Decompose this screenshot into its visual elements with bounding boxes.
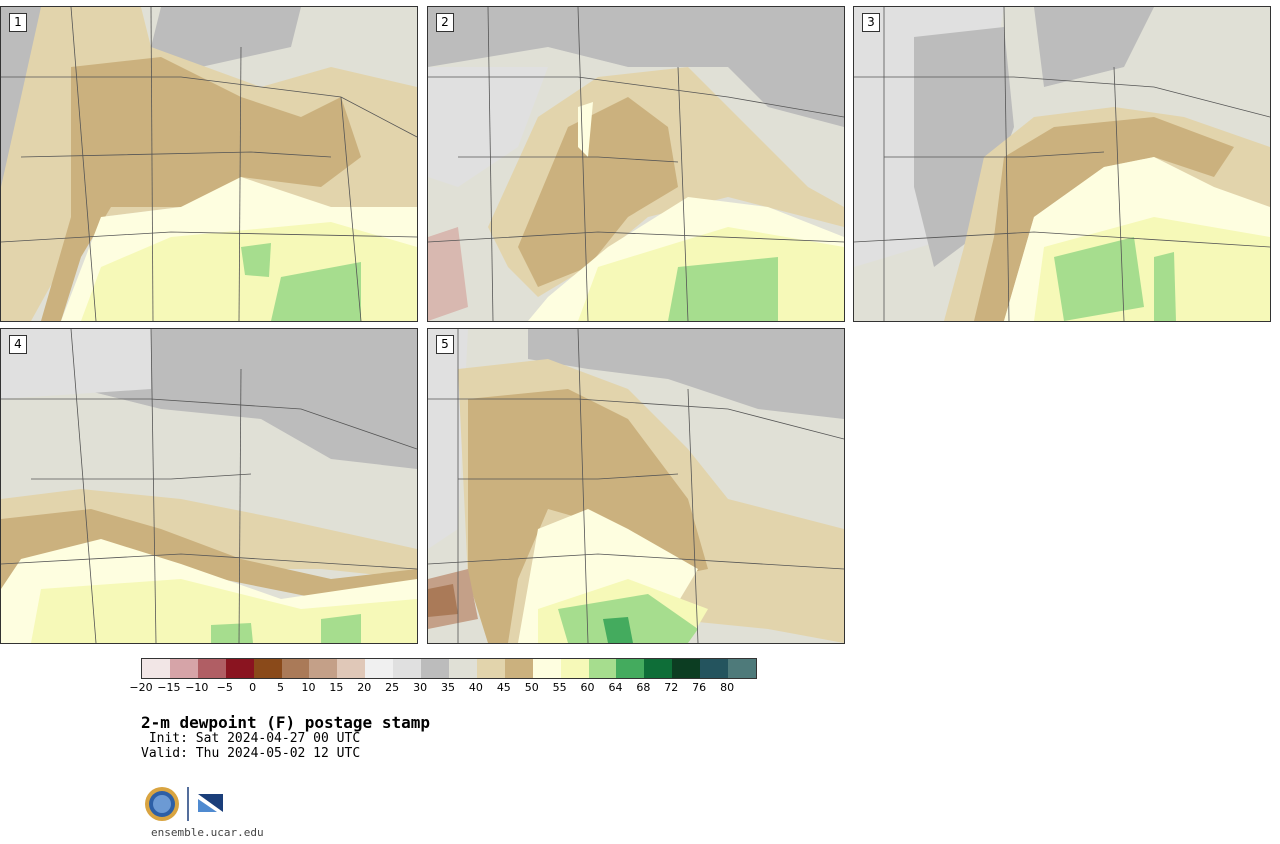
colorbar-swatch [616, 659, 645, 678]
panel-number: 4 [9, 335, 27, 354]
map-panel-2: 2 [427, 6, 845, 322]
colorbar-swatch [560, 659, 589, 678]
colorbar-swatch [700, 659, 729, 678]
colorbar-swatch [337, 659, 366, 678]
colorbar-tick-label: −10 [185, 681, 209, 694]
colorbar-tick-label: −5 [216, 681, 233, 694]
valid-time: Valid: Thu 2024-05-02 12 UTC [141, 746, 361, 761]
colorbar-swatch [225, 659, 254, 678]
colorbar-tick-label: 68 [636, 681, 651, 694]
colorbar-tick-label: 45 [496, 681, 511, 694]
colorbar-tick-label: 50 [524, 681, 539, 694]
colorbar-swatch [197, 659, 226, 678]
colorbar-swatch [142, 659, 170, 678]
panel-number: 1 [9, 13, 27, 32]
colorbar-swatch [253, 659, 282, 678]
colorbar-swatch [644, 659, 673, 678]
colorbar-swatch [393, 659, 422, 678]
map-panel-1: 1 [0, 6, 418, 322]
colorbar-tick-label: 25 [385, 681, 400, 694]
colorbar-swatch [365, 659, 394, 678]
logos [145, 785, 275, 823]
colorbar-tick-label: 15 [329, 681, 344, 694]
map-panel-3: 3 [853, 6, 1271, 322]
colorbar-swatch [309, 659, 338, 678]
chart-title: 2-m dewpoint (F) postage stamp [141, 713, 430, 732]
dewpoint-map-3 [854, 7, 1270, 321]
colorbar-tick-label: 35 [441, 681, 455, 694]
colorbar [141, 658, 757, 679]
colorbar-tick-label: 10 [301, 681, 316, 694]
colorbar-ticks: −20 −15 −10 −5 0 5 10 15 20 25 30 35 40 45 50 55 60 64 68 7… [129, 681, 755, 695]
panel-number: 5 [436, 335, 454, 354]
map-panel-5: 5 [427, 328, 845, 644]
colorbar-tick-label: 55 [552, 681, 567, 694]
dewpoint-map-2 [428, 7, 844, 321]
colorbar-tick-label: 72 [664, 681, 679, 694]
colorbar-tick-label: 64 [608, 681, 623, 694]
colorbar-tick-label: 20 [357, 681, 372, 694]
ncar-logo-icon [198, 794, 223, 812]
nsf-logo-icon [145, 787, 179, 821]
colorbar-swatch [728, 659, 756, 678]
colorbar-tick-label: 30 [413, 681, 428, 694]
colorbar-swatch [672, 659, 701, 678]
footer-url: ensemble.ucar.edu [151, 826, 264, 839]
colorbar-swatch [448, 659, 477, 678]
colorbar-tick-label: 60 [580, 681, 595, 694]
dewpoint-map-1 [1, 7, 417, 321]
colorbar-tick-label: −20 [129, 681, 153, 694]
dewpoint-map-5 [428, 329, 844, 643]
nsf-ncar-logo [145, 787, 223, 821]
init-time: Init: Sat 2024-04-27 00 UTC [141, 731, 361, 746]
colorbar-swatch [504, 659, 533, 678]
dewpoint-map-4 [1, 329, 417, 643]
colorbar-tick-label: 40 [468, 681, 483, 694]
colorbar-swatch [476, 659, 505, 678]
colorbar-tick-label: 76 [692, 681, 707, 694]
colorbar-tick-label: 0 [249, 681, 257, 694]
colorbar-swatch [588, 659, 617, 678]
colorbar-swatch [169, 659, 198, 678]
colorbar-tick-label: 80 [720, 681, 735, 694]
colorbar-tick-label: −15 [157, 681, 181, 694]
colorbar-swatch [421, 659, 449, 678]
panel-number: 3 [862, 13, 880, 32]
map-panel-4: 4 [0, 328, 418, 644]
colorbar-swatch [532, 659, 561, 678]
colorbar-swatch [281, 659, 310, 678]
panel-number: 2 [436, 13, 454, 32]
colorbar-tick-label: 5 [277, 681, 285, 694]
